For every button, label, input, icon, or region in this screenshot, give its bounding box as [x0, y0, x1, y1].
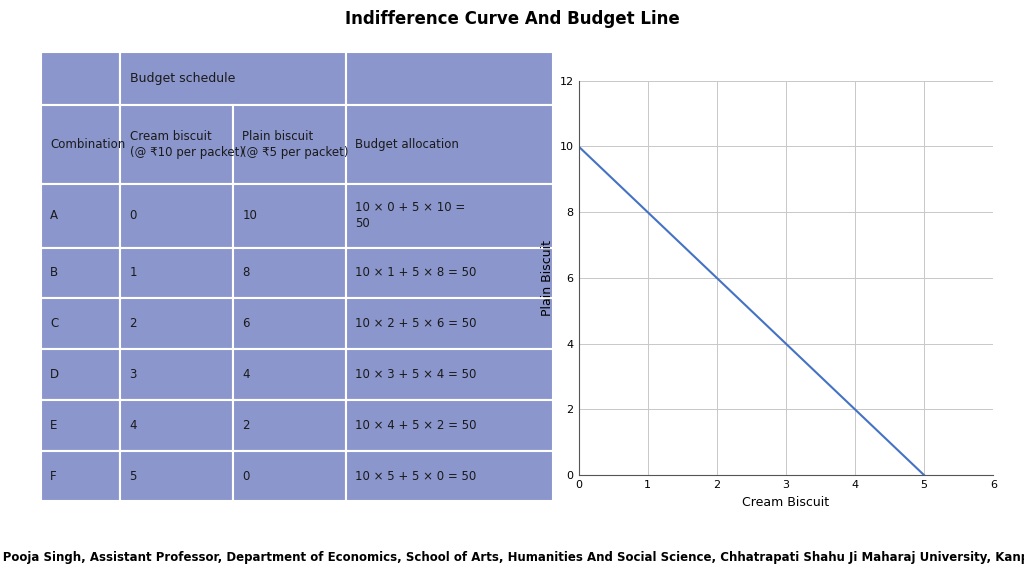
- Text: 10 × 1 + 5 × 8 = 50: 10 × 1 + 5 × 8 = 50: [354, 267, 476, 279]
- Text: Combination: Combination: [50, 138, 125, 151]
- Bar: [121, 298, 232, 350]
- Text: 3: 3: [129, 368, 137, 381]
- Text: Budget schedule: Budget schedule: [129, 72, 234, 85]
- Text: 1: 1: [129, 267, 137, 279]
- Bar: [41, 184, 121, 248]
- Bar: [233, 248, 346, 298]
- Bar: [41, 248, 121, 298]
- Text: 8: 8: [243, 267, 250, 279]
- Bar: [121, 350, 232, 400]
- Bar: [345, 184, 553, 248]
- Bar: [233, 451, 346, 501]
- Text: 2: 2: [243, 419, 250, 432]
- Text: 0: 0: [129, 209, 137, 222]
- Bar: [121, 52, 345, 105]
- Text: Dr. Pooja Singh, Assistant Professor, Department of Economics, School of Arts, H: Dr. Pooja Singh, Assistant Professor, De…: [0, 551, 1024, 564]
- Bar: [233, 184, 346, 248]
- Bar: [233, 400, 346, 451]
- Bar: [233, 298, 346, 350]
- Text: C: C: [50, 317, 58, 331]
- Bar: [41, 105, 121, 184]
- Text: 10 × 0 + 5 × 10 =
50: 10 × 0 + 5 × 10 = 50: [354, 202, 465, 230]
- Text: 4: 4: [129, 419, 137, 432]
- Text: 10 × 5 + 5 × 0 = 50: 10 × 5 + 5 × 0 = 50: [354, 469, 476, 483]
- Text: E: E: [50, 419, 57, 432]
- Text: Plain biscuit
(@ ₹5 per packet): Plain biscuit (@ ₹5 per packet): [243, 130, 349, 159]
- Text: 2: 2: [129, 317, 137, 331]
- Bar: [345, 451, 553, 501]
- Y-axis label: Plain Biscuit: Plain Biscuit: [541, 240, 554, 316]
- Text: Budget allocation: Budget allocation: [354, 138, 459, 151]
- Text: D: D: [50, 368, 59, 381]
- Bar: [41, 298, 121, 350]
- Text: 5: 5: [129, 469, 137, 483]
- Text: 4: 4: [243, 368, 250, 381]
- Bar: [345, 248, 553, 298]
- Bar: [345, 400, 553, 451]
- Text: B: B: [50, 267, 58, 279]
- Text: 10 × 4 + 5 × 2 = 50: 10 × 4 + 5 × 2 = 50: [354, 419, 476, 432]
- Text: 0: 0: [243, 469, 250, 483]
- Bar: [121, 184, 232, 248]
- Text: 10 × 2 + 5 × 6 = 50: 10 × 2 + 5 × 6 = 50: [354, 317, 476, 331]
- Text: Indifference Curve And Budget Line: Indifference Curve And Budget Line: [345, 10, 679, 28]
- Text: A: A: [50, 209, 58, 222]
- Bar: [345, 52, 553, 105]
- Text: 10: 10: [243, 209, 257, 222]
- Bar: [41, 451, 121, 501]
- Text: 6: 6: [243, 317, 250, 331]
- Bar: [121, 105, 232, 184]
- Text: 10 × 3 + 5 × 4 = 50: 10 × 3 + 5 × 4 = 50: [354, 368, 476, 381]
- Bar: [41, 350, 121, 400]
- Bar: [233, 105, 346, 184]
- Bar: [121, 451, 232, 501]
- Text: Cream biscuit
(@ ₹10 per packet): Cream biscuit (@ ₹10 per packet): [129, 130, 244, 159]
- Bar: [345, 350, 553, 400]
- Bar: [121, 400, 232, 451]
- Bar: [41, 400, 121, 451]
- Bar: [233, 350, 346, 400]
- Text: F: F: [50, 469, 56, 483]
- Bar: [121, 248, 232, 298]
- Bar: [345, 298, 553, 350]
- X-axis label: Cream Biscuit: Cream Biscuit: [742, 495, 829, 509]
- Bar: [41, 52, 121, 105]
- Bar: [345, 105, 553, 184]
